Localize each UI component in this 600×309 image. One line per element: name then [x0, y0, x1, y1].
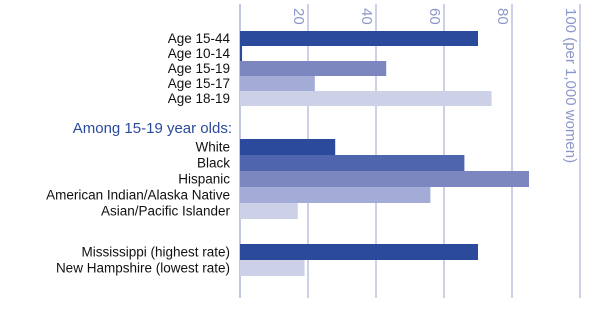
x-tick-label: 100 (per 1,000 women): [562, 8, 579, 163]
category-label: Mississippi (highest rate): [81, 245, 230, 260]
bar: [240, 203, 298, 219]
category-label: Age 10-14: [168, 46, 231, 61]
bar: [240, 155, 465, 171]
category-label: American Indian/Alaska Native: [46, 188, 230, 203]
category-label: Black: [197, 156, 230, 171]
group-title: Among 15-19 year olds:: [73, 120, 232, 137]
bar: [240, 31, 478, 46]
x-tick-label: 40: [358, 8, 375, 25]
category-label: Hispanic: [178, 172, 230, 187]
bar: [240, 139, 336, 155]
category-label: Asian/Pacific Islander: [101, 204, 231, 219]
bar: [240, 76, 315, 91]
bar: [240, 61, 387, 76]
bar: [240, 46, 243, 61]
bar: [240, 260, 305, 276]
bar: [240, 187, 431, 203]
x-tick-label: 20: [290, 8, 307, 25]
bar: [240, 171, 529, 187]
category-label: Age 18-19: [168, 91, 230, 106]
category-label: Age 15-19: [168, 61, 230, 76]
x-tick-label: 60: [426, 8, 443, 25]
x-tick-label: 80: [494, 8, 511, 25]
category-label: Age 15-44: [168, 31, 231, 46]
category-label: Age 15-17: [168, 76, 230, 91]
category-label: White: [195, 140, 230, 155]
category-label: New Hampshire (lowest rate): [56, 261, 230, 276]
bar: [240, 244, 478, 260]
bar: [240, 91, 492, 106]
